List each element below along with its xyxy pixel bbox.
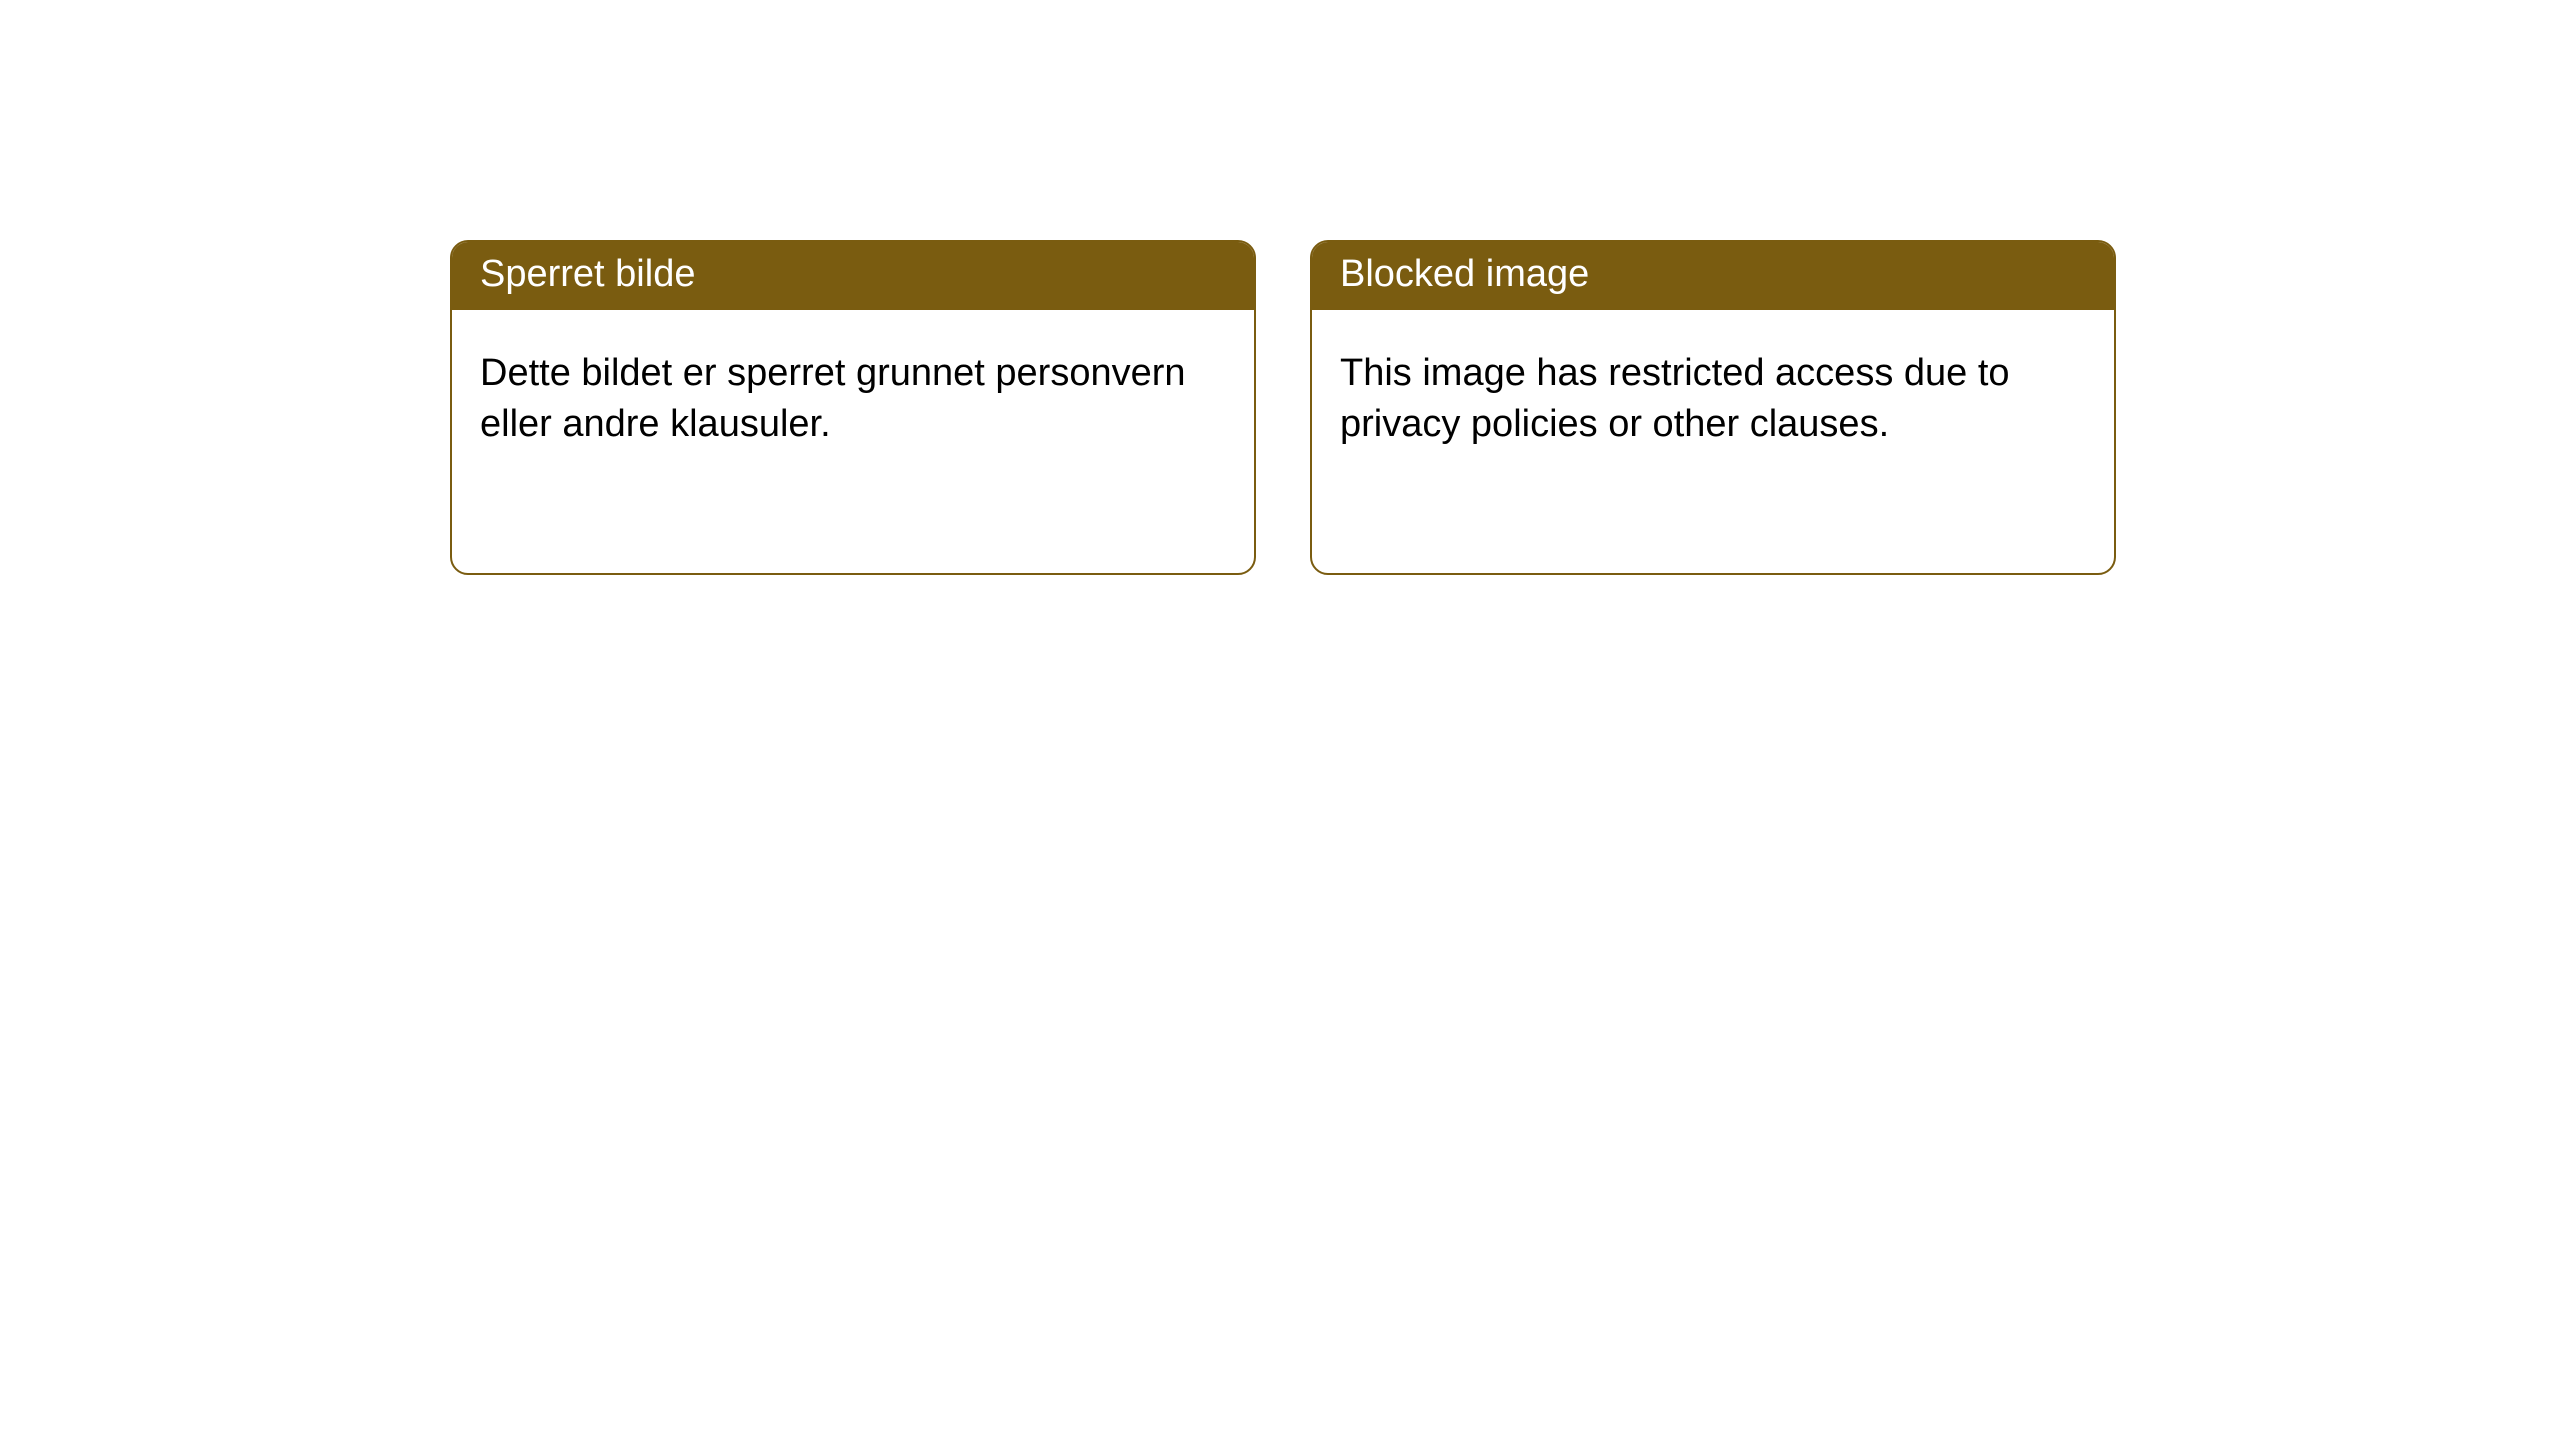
card-message: Dette bildet er sperret grunnet personve… [452,310,1254,479]
card-title: Blocked image [1312,242,2114,310]
card-message: This image has restricted access due to … [1312,310,2114,479]
card-title: Sperret bilde [452,242,1254,310]
notice-container: Sperret bilde Dette bildet er sperret gr… [0,0,2560,575]
blocked-image-card-no: Sperret bilde Dette bildet er sperret gr… [450,240,1256,575]
blocked-image-card-en: Blocked image This image has restricted … [1310,240,2116,575]
